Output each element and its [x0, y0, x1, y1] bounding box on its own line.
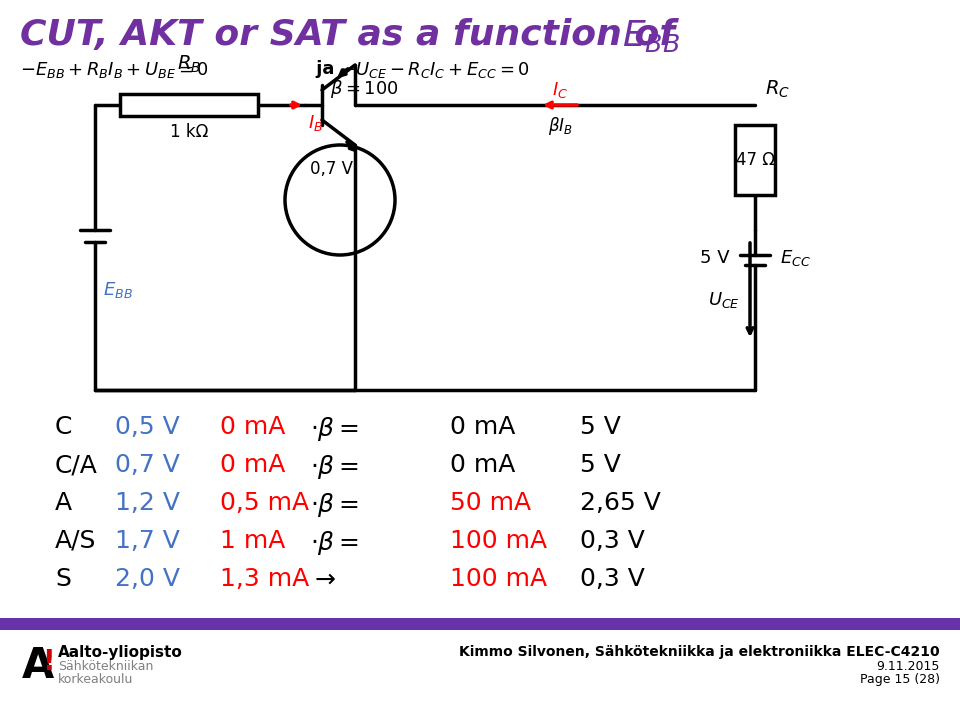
- Text: 0,7 V: 0,7 V: [310, 160, 353, 178]
- Text: Aalto-yliopisto: Aalto-yliopisto: [58, 645, 182, 660]
- Text: 1 mA: 1 mA: [220, 529, 285, 553]
- Text: 5 V: 5 V: [701, 249, 730, 267]
- Text: 1 kΩ: 1 kΩ: [170, 123, 208, 141]
- Text: $\cdot\beta =$: $\cdot\beta =$: [310, 491, 359, 519]
- Text: 0,5 mA: 0,5 mA: [220, 491, 309, 515]
- Text: 0,7 V: 0,7 V: [115, 453, 180, 477]
- Text: $E_{CC}$: $E_{CC}$: [780, 248, 811, 268]
- Text: 2,65 V: 2,65 V: [580, 491, 660, 515]
- Text: ja: ja: [310, 60, 341, 78]
- Text: CUT, AKT or SAT as a function of: CUT, AKT or SAT as a function of: [20, 18, 687, 52]
- Text: 0,3 V: 0,3 V: [580, 567, 645, 591]
- Text: 1,2 V: 1,2 V: [115, 491, 180, 515]
- Text: 1,7 V: 1,7 V: [115, 529, 180, 553]
- Text: A: A: [55, 491, 72, 515]
- Text: C: C: [55, 415, 72, 439]
- Text: $U_{CE}$: $U_{CE}$: [708, 290, 740, 310]
- Text: 100 mA: 100 mA: [450, 567, 547, 591]
- Text: $R_B$: $R_B$: [177, 54, 201, 75]
- Text: A: A: [22, 645, 55, 687]
- Text: 0 mA: 0 mA: [220, 453, 285, 477]
- Text: 0 mA: 0 mA: [450, 453, 516, 477]
- Text: 5 V: 5 V: [580, 415, 621, 439]
- Text: $\cdot\beta =$: $\cdot\beta =$: [310, 529, 359, 557]
- Text: 0 mA: 0 mA: [220, 415, 285, 439]
- Text: 0 mA: 0 mA: [450, 415, 516, 439]
- Text: $\beta I_B$: $\beta I_B$: [547, 115, 572, 137]
- Text: 1,3 mA: 1,3 mA: [220, 567, 309, 591]
- Text: S: S: [55, 567, 71, 591]
- Text: $E_{BB}$: $E_{BB}$: [622, 18, 680, 54]
- Text: 5 V: 5 V: [580, 453, 621, 477]
- Text: Sähkötekniikan: Sähkötekniikan: [58, 660, 154, 673]
- Text: $I_B$: $I_B$: [308, 113, 324, 133]
- Text: korkeakoulu: korkeakoulu: [58, 673, 133, 686]
- Text: $-U_{CE}-R_C I_C+E_{CC}=0$: $-U_{CE}-R_C I_C+E_{CC}=0$: [340, 60, 530, 80]
- Text: 0,3 V: 0,3 V: [580, 529, 645, 553]
- Text: !: !: [42, 648, 55, 676]
- Text: Page 15 (28): Page 15 (28): [860, 673, 940, 686]
- Text: C/A: C/A: [55, 453, 98, 477]
- Text: 0,5 V: 0,5 V: [115, 415, 180, 439]
- Text: $\cdot\beta =$: $\cdot\beta =$: [310, 415, 359, 443]
- Text: $\beta = 100$: $\beta = 100$: [330, 78, 398, 100]
- Text: $-E_{BB}+R_B I_B+U_{BE}=0$: $-E_{BB}+R_B I_B+U_{BE}=0$: [20, 60, 209, 80]
- Text: 50 mA: 50 mA: [450, 491, 531, 515]
- Text: 100 mA: 100 mA: [450, 529, 547, 553]
- Text: $R_C$: $R_C$: [765, 79, 790, 100]
- Text: 47 Ω: 47 Ω: [735, 151, 775, 169]
- Bar: [735, 125, 775, 195]
- Text: $E_{BB}$: $E_{BB}$: [103, 280, 132, 300]
- Text: Kimmo Silvonen, Sähkötekniikka ja elektroniikka ELEC-C4210: Kimmo Silvonen, Sähkötekniikka ja elektr…: [460, 645, 940, 659]
- Bar: [0, 618, 960, 630]
- Text: $I_C$: $I_C$: [552, 80, 568, 100]
- Text: A/S: A/S: [55, 529, 96, 553]
- Text: $\cdot\beta =$: $\cdot\beta =$: [310, 453, 359, 481]
- Text: $\rightarrow$: $\rightarrow$: [310, 567, 337, 591]
- Bar: [120, 94, 258, 116]
- Text: 9.11.2015: 9.11.2015: [876, 660, 940, 673]
- Text: 2,0 V: 2,0 V: [115, 567, 180, 591]
